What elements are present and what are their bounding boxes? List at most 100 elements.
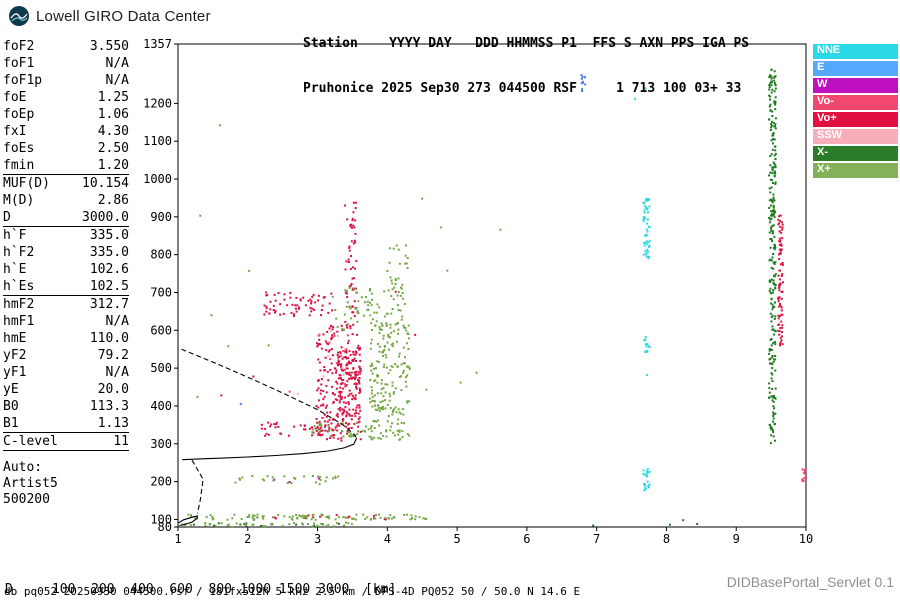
param-value: 4.30 xyxy=(97,124,129,139)
param-row: foF2 3.550 xyxy=(3,38,129,55)
param-value: 10.154 xyxy=(82,176,129,191)
param-row: fxI 4.30 xyxy=(3,123,129,140)
param-value: 1.25 xyxy=(97,90,129,105)
param-value: 11 xyxy=(113,434,129,449)
svg-text:9: 9 xyxy=(733,532,740,546)
legend-item: X+ xyxy=(813,163,898,178)
param-label: foEs xyxy=(3,141,35,156)
svg-text:3: 3 xyxy=(314,532,321,546)
param-row: h`F 335.0 xyxy=(3,227,129,244)
param-label: B0 xyxy=(3,399,19,414)
svg-text:500: 500 xyxy=(150,361,172,375)
servlet-version-label: DIDBasePortal_Servlet 0.1 xyxy=(726,574,894,590)
series-x+ xyxy=(181,124,502,528)
param-value: 2.86 xyxy=(97,193,129,208)
svg-text:700: 700 xyxy=(150,285,172,299)
param-label: MUF(D) xyxy=(3,176,50,191)
svg-text:6: 6 xyxy=(523,532,530,546)
legend-item: X- xyxy=(813,146,898,161)
param-row: h`F2 335.0 xyxy=(3,244,129,261)
svg-text:800: 800 xyxy=(150,248,172,262)
svg-text:1000: 1000 xyxy=(143,172,172,186)
param-row: MUF(D) 10.154 xyxy=(3,175,129,192)
svg-text:600: 600 xyxy=(150,323,172,337)
param-label: D xyxy=(3,210,11,225)
param-row: foEp 1.06 xyxy=(3,106,129,123)
svg-text:100: 100 xyxy=(150,512,172,526)
param-label: M(D) xyxy=(3,193,35,208)
status-text: db pq052 20250930 044500.rsf / 181fx512h… xyxy=(4,585,581,598)
svg-text:7: 7 xyxy=(593,532,600,546)
station-header-line1: Station YYYY DAY DDD HHMMSS P1 FFS S AXN… xyxy=(303,36,750,51)
param-label: fxI xyxy=(3,124,27,139)
param-label: yE xyxy=(3,382,19,397)
param-row: B0 113.3 xyxy=(3,398,129,415)
profile-dashed-0 xyxy=(181,348,358,439)
svg-text:1: 1 xyxy=(174,532,181,546)
param-label: foF1p xyxy=(3,73,43,88)
param-row: foF1p N/A xyxy=(3,72,129,89)
param-row: yF1 N/A xyxy=(3,364,129,381)
svg-text:300: 300 xyxy=(150,437,172,451)
param-label: hmE xyxy=(3,331,27,346)
svg-text:200: 200 xyxy=(150,475,172,489)
series-ssw xyxy=(297,330,347,395)
param-value: 3.550 xyxy=(89,39,129,54)
param-value: N/A xyxy=(105,365,129,380)
legend-item-label: E xyxy=(817,61,825,73)
param-row: yF2 79.2 xyxy=(3,347,129,364)
param-row: D 3000.0 xyxy=(3,209,129,227)
legend-item: SSW xyxy=(813,129,898,144)
svg-text:1357: 1357 xyxy=(143,37,172,51)
param-value: 3000.0 xyxy=(82,210,129,225)
param-row: M(D) 2.86 xyxy=(3,192,129,209)
param-row: yE 20.0 xyxy=(3,381,129,398)
param-value: 312.7 xyxy=(89,297,129,312)
param-row: hmE 110.0 xyxy=(3,330,129,347)
auto-scaler-block: Auto: Artist5 500200 xyxy=(3,460,129,508)
param-value: 1.13 xyxy=(97,416,129,431)
param-label: foF2 xyxy=(3,39,35,54)
param-label: B1 xyxy=(3,416,19,431)
profile-solid-1 xyxy=(182,437,358,461)
param-label: yF1 xyxy=(3,365,27,380)
param-row: hmF1 N/A xyxy=(3,313,129,330)
profile-solid-3 xyxy=(178,515,199,527)
param-value: 335.0 xyxy=(89,245,129,260)
param-row: foF1 N/A xyxy=(3,55,129,72)
param-value: 2.50 xyxy=(97,141,129,156)
param-label: C-level xyxy=(3,434,58,449)
logo-text: Lowell GIRO Data Center xyxy=(36,7,211,25)
legend-item-label: Vo+ xyxy=(817,112,837,124)
svg-text:8: 8 xyxy=(663,532,670,546)
svg-text:900: 900 xyxy=(150,210,172,224)
svg-text:10: 10 xyxy=(799,532,813,546)
lowell-giro-logo: Lowell GIRO Data Center xyxy=(8,5,211,27)
svg-text:4: 4 xyxy=(384,532,391,546)
param-row: fmin 1.20 xyxy=(3,157,129,175)
series-e xyxy=(239,74,587,406)
param-label: fmin xyxy=(3,158,35,173)
profile-dashed-2 xyxy=(191,459,204,514)
legend-item-label: Vo- xyxy=(817,95,834,107)
param-label: yF2 xyxy=(3,348,27,363)
param-label: foEp xyxy=(3,107,35,122)
param-value: N/A xyxy=(105,73,129,88)
svg-text:80: 80 xyxy=(158,520,172,534)
auto-line: 500200 xyxy=(3,492,50,507)
legend-item-label: NNE xyxy=(817,44,841,56)
echo-legend: NNE E W Vo- Vo+ SSW X- X+ xyxy=(813,44,898,180)
param-row: h`E 102.6 xyxy=(3,261,129,278)
param-value: 335.0 xyxy=(89,228,129,243)
legend-item-label: SSW xyxy=(817,129,843,141)
param-value: 102.5 xyxy=(89,279,129,294)
param-row: C-level 11 xyxy=(3,433,129,451)
series-nne xyxy=(634,87,651,492)
plot-frame xyxy=(177,43,807,528)
param-label: h`E xyxy=(3,262,27,277)
svg-text:1200: 1200 xyxy=(143,96,172,110)
auto-line: Artist5 xyxy=(3,476,58,491)
